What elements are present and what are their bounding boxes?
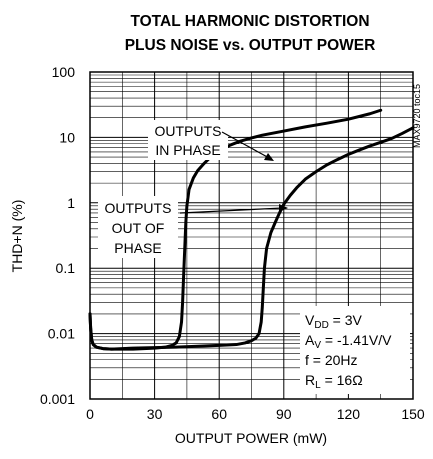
arrowhead-out-of-phase bbox=[279, 204, 288, 212]
label-out-of-phase-line-3: PHASE bbox=[114, 240, 161, 256]
y-tick-label: 0.001 bbox=[40, 391, 75, 407]
x-tick-label: 150 bbox=[401, 406, 425, 422]
label-out-of-phase-line-1: OUTPUTS bbox=[105, 200, 172, 216]
arrow-in-phase bbox=[221, 131, 272, 160]
arrow-out-of-phase bbox=[179, 207, 284, 214]
chart-title-line-1: TOTAL HARMONIC DISTORTION bbox=[130, 13, 369, 30]
y-tick-labels: 0.001 0.01 0.1 1 10 100 bbox=[40, 64, 75, 407]
label-box-in-phase bbox=[148, 120, 228, 160]
series-layer bbox=[88, 108, 415, 351]
y-axis-label: THD+N (%) bbox=[9, 200, 25, 273]
y-tick-label: 10 bbox=[59, 129, 75, 145]
label-in-phase-line-1: OUTPUTS bbox=[155, 123, 222, 139]
label-out-of-phase-line-2: OUT OF bbox=[112, 220, 165, 236]
condition-vdd: VDD = 3V bbox=[305, 312, 363, 331]
condition-rl: RL = 16Ω bbox=[305, 372, 363, 391]
condition-av: AV = -1.41V/V bbox=[305, 332, 392, 351]
part-number-tag: MAX9720 toc15 bbox=[412, 84, 422, 148]
x-tick-label: 0 bbox=[86, 406, 94, 422]
y-tick-label: 1 bbox=[67, 195, 75, 211]
x-tick-label: 90 bbox=[276, 406, 292, 422]
y-tick-label: 0.01 bbox=[48, 326, 75, 342]
y-tick-label: 100 bbox=[52, 64, 76, 80]
label-box-out-of-phase bbox=[98, 196, 178, 258]
y-tick-label: 0.1 bbox=[56, 260, 76, 276]
x-tick-labels: 0 30 60 90 120 150 bbox=[86, 406, 425, 422]
grid-minor bbox=[90, 72, 413, 399]
label-in-phase-line-2: IN PHASE bbox=[155, 142, 220, 158]
chart-title-line-2: PLUS NOISE vs. OUTPUT POWER bbox=[125, 37, 376, 54]
series-line-out-of-phase bbox=[88, 126, 415, 351]
plot-frame bbox=[89, 71, 414, 400]
x-tick-label: 60 bbox=[211, 406, 227, 422]
conditions-box bbox=[300, 306, 410, 394]
arrowhead-in-phase bbox=[264, 153, 274, 161]
x-tick-label: 120 bbox=[337, 406, 361, 422]
condition-f: f = 20Hz bbox=[305, 352, 358, 368]
x-axis-label: OUTPUT POWER (mW) bbox=[175, 430, 327, 446]
x-tick-label: 30 bbox=[147, 406, 163, 422]
